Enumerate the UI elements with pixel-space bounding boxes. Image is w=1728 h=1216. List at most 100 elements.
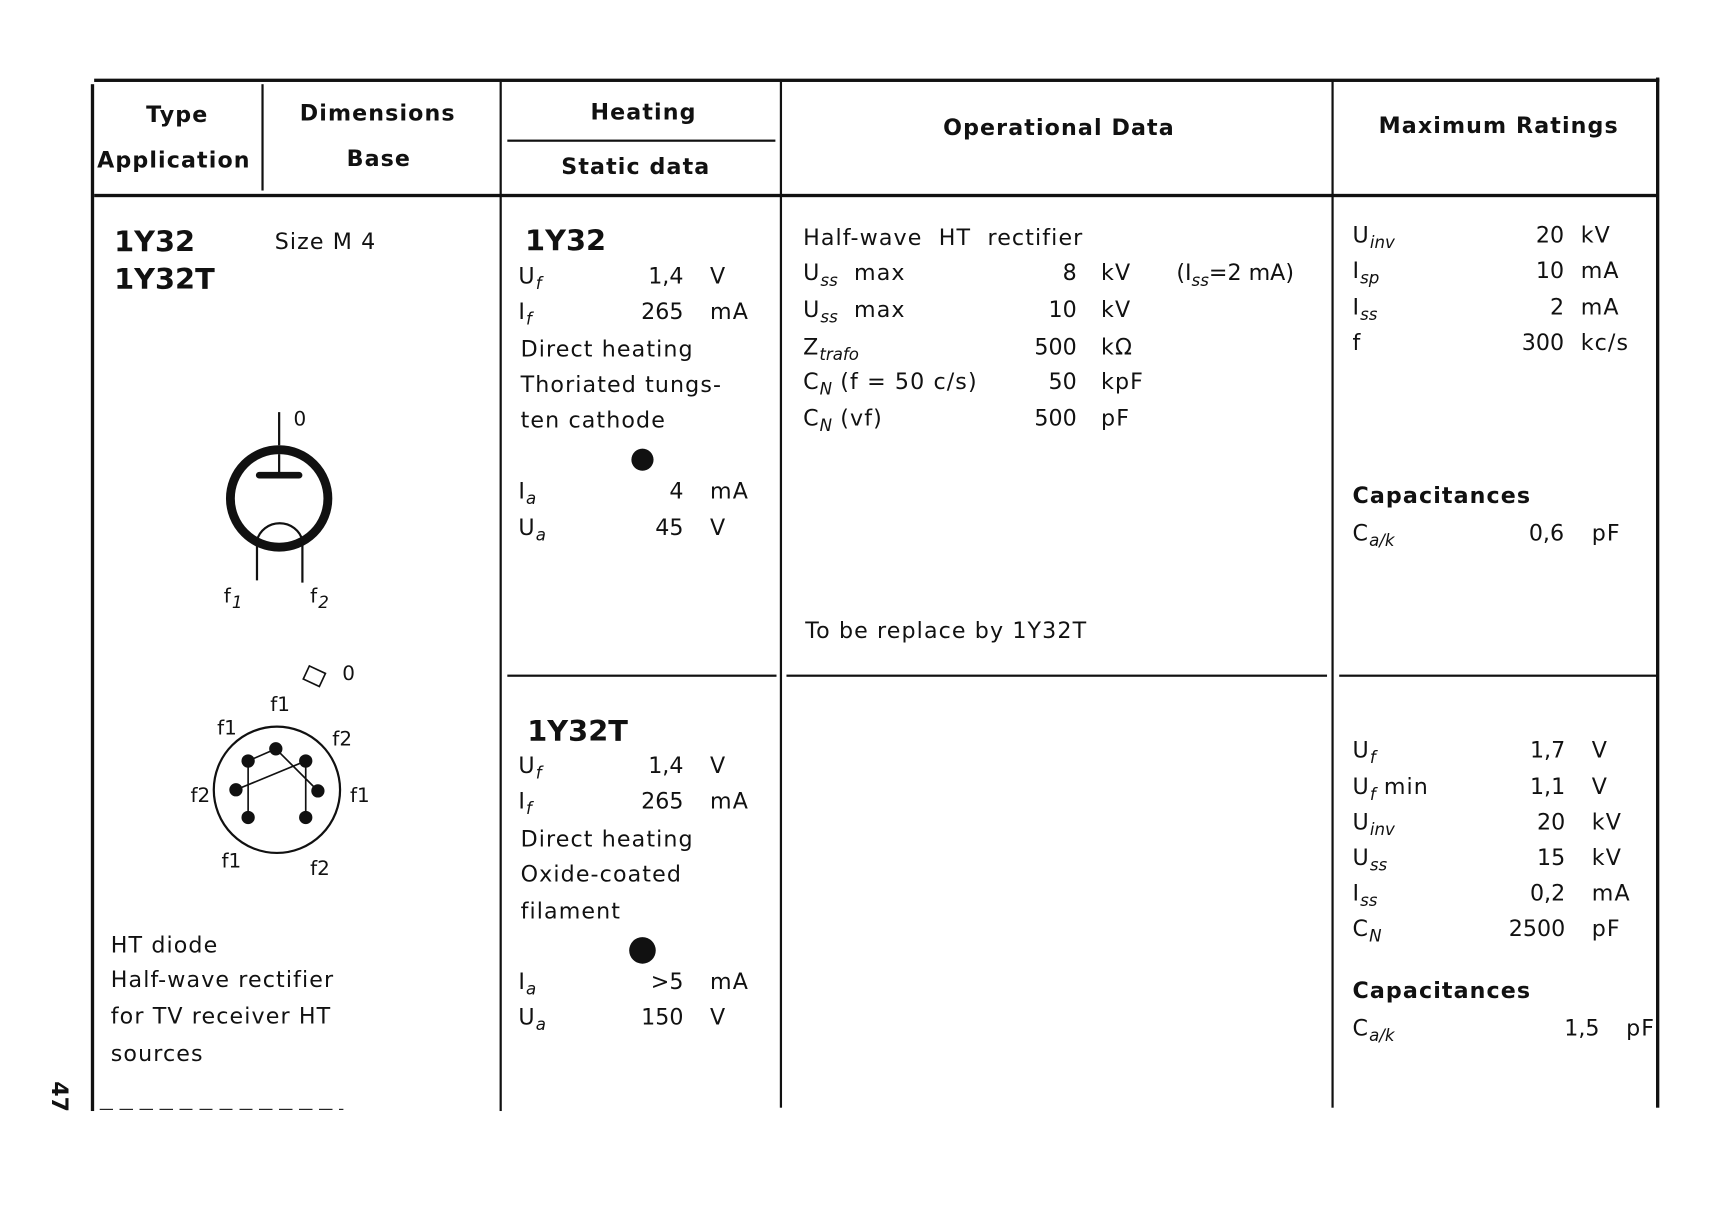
param-symbol: I: [1352, 879, 1361, 907]
param-subscript: sp: [1360, 268, 1380, 289]
heating-description: Thoriated tungs-: [520, 371, 723, 398]
param-subscript: f: [535, 763, 542, 784]
param-value: 265: [641, 297, 684, 325]
heating-description: Direct heating: [520, 825, 694, 852]
param-symbol: C: [1352, 914, 1370, 942]
param-label: CN: [1353, 914, 1382, 951]
param-value: 1,5: [1564, 1014, 1600, 1042]
param-value: 20: [1535, 221, 1565, 249]
param-value: 150: [641, 1003, 684, 1031]
heating-description: ten cathode: [520, 406, 666, 434]
param-value: >5: [650, 968, 684, 995]
top-rule: [94, 78, 1660, 82]
param-suffix: max: [837, 295, 906, 323]
param-subscript: f: [535, 273, 542, 294]
symbol-f2-label: f2: [310, 583, 329, 617]
param-subscript: inv: [1369, 819, 1395, 840]
param-label: Uss max: [803, 258, 906, 295]
param-symbol: U: [1352, 844, 1370, 871]
heating-description: Oxide-coated: [520, 860, 682, 888]
row-divider-operational: [786, 674, 1328, 677]
header-static-data: Static data: [561, 152, 711, 180]
param-unit: kpF: [1101, 367, 1145, 395]
param-symbol: C: [1352, 519, 1370, 547]
param-label: CN (vf): [803, 403, 883, 440]
param-suffix: (f = 50 c/s): [832, 367, 978, 395]
operational-heading: Half-wave HT rectifier: [803, 223, 1084, 251]
param-value: 20: [1536, 808, 1566, 836]
param-subscript: ss: [1360, 890, 1378, 911]
param-unit: V: [710, 513, 727, 541]
static-marker-dot: [629, 937, 656, 964]
param-symbol: C: [803, 404, 820, 431]
note-subscript: ss: [1191, 270, 1209, 291]
param-unit: kΩ: [1101, 333, 1134, 361]
param-symbol: I: [518, 477, 527, 505]
param-symbol: I: [518, 297, 527, 325]
base-size: Size M 4: [274, 228, 377, 255]
param-value: 10: [1048, 295, 1077, 323]
row-divider-max: [1339, 674, 1657, 677]
static-marker-dot: [631, 448, 654, 471]
param-label: Ia: [518, 476, 536, 513]
col-divider-operational: [779, 81, 783, 1108]
param-unit: mA: [710, 477, 749, 505]
param-label: If: [518, 786, 532, 823]
param-symbol: U: [803, 259, 821, 286]
param-value: 1,4: [648, 262, 684, 290]
param-subscript: ss: [820, 270, 838, 291]
param-unit: V: [710, 262, 727, 290]
type-1y32: 1Y32: [114, 225, 196, 260]
base-pin-label: f1: [350, 784, 370, 808]
param-symbol: U: [1352, 808, 1370, 836]
application-line: for TV receiver HT: [110, 1002, 332, 1030]
param-unit: kV: [1591, 844, 1622, 871]
base-pin-label: f2: [190, 784, 211, 808]
param-label: Uf min: [1353, 772, 1429, 809]
param-unit: mA: [710, 297, 749, 325]
param-unit: V: [1591, 736, 1609, 764]
header-base: Base: [346, 145, 412, 172]
param-subscript: a: [526, 488, 537, 509]
param-unit: kc/s: [1580, 328, 1630, 356]
param-value: 2: [1549, 293, 1565, 321]
base-pin-label: f2: [332, 727, 353, 752]
param-unit: kV: [1101, 259, 1132, 286]
param-label: Uf: [518, 261, 541, 298]
col-divider-max: [1331, 79, 1334, 1108]
col-divider-type: [261, 84, 264, 191]
heating-static-divider: [507, 139, 776, 142]
heating-description: filament: [520, 897, 622, 924]
param-label: CN (f = 50 c/s): [803, 367, 978, 404]
param-subscript: f: [526, 309, 532, 329]
heating-description: Direct heating: [520, 335, 694, 363]
param-label: f: [1353, 328, 1362, 357]
param-unit: pF: [1626, 1014, 1656, 1042]
param-value: 4: [669, 477, 684, 505]
param-label: Ia: [518, 967, 536, 1004]
param-value: 1,7: [1529, 736, 1566, 764]
application-line: HT diode: [110, 931, 219, 959]
param-subscript: N: [819, 378, 833, 399]
heating-title-1y32: 1Y32: [525, 224, 607, 259]
param-subscript: f: [1369, 784, 1376, 805]
param-label: Uinv: [1353, 808, 1395, 845]
param-unit: mA: [710, 968, 749, 995]
param-value: 500: [1034, 404, 1077, 431]
f2-sub: 2: [318, 592, 329, 613]
param-symbol: C: [1352, 1014, 1370, 1042]
capacitances-heading: Capacitances: [1352, 481, 1532, 509]
param-unit: kV: [1101, 295, 1132, 323]
param-unit: mA: [1580, 293, 1620, 321]
header-type: Type: [146, 100, 209, 128]
f1-letter: f: [223, 584, 232, 609]
param-value: 1,1: [1529, 773, 1566, 800]
header-dimensions: Dimensions: [299, 99, 456, 127]
param-symbol: I: [1352, 293, 1361, 321]
header-rule: [94, 193, 1658, 198]
param-label: Iss: [1353, 878, 1378, 915]
param-symbol: U: [518, 262, 536, 290]
param-label: Uf: [518, 751, 541, 788]
col-divider-heating: [499, 81, 502, 1112]
f1-sub: 1: [231, 592, 243, 613]
